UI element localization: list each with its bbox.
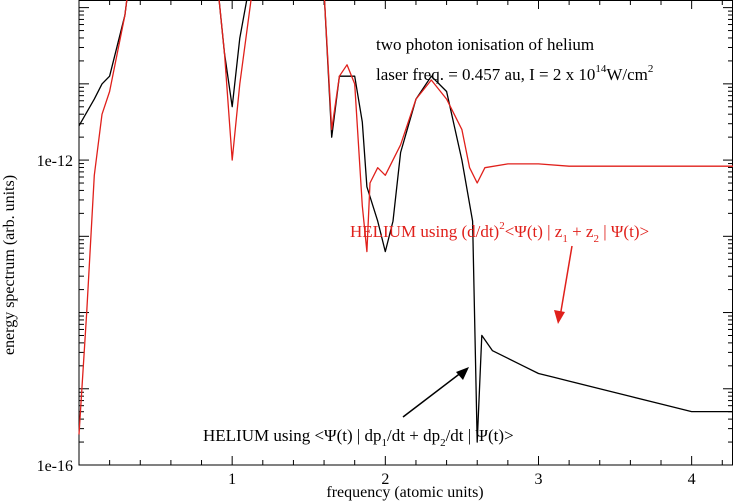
y-tick-label: 1e-12 [37,153,73,170]
y-axis-label: energy spectrum (arb. units) [1,175,18,355]
black-annotation-arrow [402,367,469,418]
series-line-red [78,0,733,435]
chart-title-line2: laser freq. = 0.457 au, I = 2 x 1014W/cm… [376,63,653,84]
series-line-black [78,0,733,443]
black-series-label: HELIUM using <Ψ(t) | dp1/dt + dp2/dt | Ψ… [203,426,514,449]
red-series-label: HELIUM using (d/dt)2<Ψ(t) | z1 + z2 | Ψ(… [350,220,649,245]
x-axis-label: frequency (atomic units) [326,484,483,501]
x-tick-label: 4 [688,471,696,488]
series-layer [78,0,733,443]
annotations: two photon ionisation of helium laser fr… [1,35,653,501]
x-tick-label: 1 [228,471,236,488]
x-tick-label: 3 [534,471,542,488]
plot-frame [78,0,733,466]
x-tick-label: 2 [381,471,389,488]
chart-title-line1: two photon ionisation of helium [376,35,594,54]
red-annotation-arrow [554,245,573,324]
y-tick-label: 1e-16 [37,458,73,475]
